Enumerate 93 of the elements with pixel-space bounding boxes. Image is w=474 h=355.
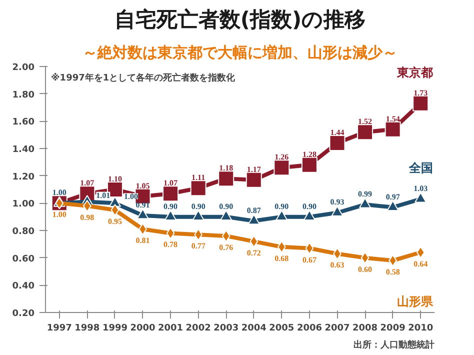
x-tick-label: 2001 <box>158 324 184 334</box>
data-label: 1.26 <box>274 152 289 162</box>
y-tick-label: 1.60 <box>12 118 35 128</box>
point <box>55 197 64 210</box>
chart-title: 自宅死亡者数(指数)の推移 <box>114 8 366 32</box>
x-tick-label: 2008 <box>352 324 378 334</box>
data-label: 1.10 <box>108 174 122 184</box>
data-label: 1.05 <box>136 181 150 190</box>
data-label: 1.01 <box>96 190 110 200</box>
data-label: 1.00 <box>52 188 66 198</box>
data-label: 0.63 <box>330 260 344 270</box>
data-label: 0.78 <box>164 240 178 250</box>
data-label: 1.17 <box>246 164 261 174</box>
data-label: 0.77 <box>191 242 206 251</box>
data-label: 0.90 <box>191 202 206 211</box>
point <box>329 135 346 152</box>
series-label: 全国 <box>408 161 434 176</box>
point <box>190 180 206 196</box>
x-tick-label: 1999 <box>102 324 128 334</box>
data-label: 0.90 <box>274 202 289 211</box>
x-tick-label: 2009 <box>380 324 406 334</box>
point <box>136 208 149 220</box>
x-tick-label: 1998 <box>74 324 100 334</box>
point <box>305 242 314 254</box>
data-label: 0.95 <box>108 217 122 226</box>
data-label: 1.07 <box>164 178 178 188</box>
point <box>250 235 258 248</box>
y-tick-label: 0.20 <box>12 309 35 319</box>
data-label: 1.52 <box>358 117 372 126</box>
point <box>357 124 374 140</box>
x-tick-label: 2007 <box>324 324 350 334</box>
point <box>384 121 401 138</box>
data-label: 0.64 <box>414 259 428 268</box>
chart-subtitle: ～絶対数は東京都で大幅に増加、山形は減少～ <box>82 44 398 62</box>
x-tick-label: 2010 <box>408 324 434 334</box>
point <box>331 206 344 216</box>
y-tick-label: 0.60 <box>12 254 35 264</box>
point <box>248 214 260 225</box>
data-label: 1.11 <box>192 173 206 182</box>
data-label: 0.90 <box>164 202 178 211</box>
y-tick-label: 1.40 <box>12 145 35 155</box>
point <box>274 160 290 176</box>
data-label: 0.81 <box>136 236 150 246</box>
data-label: 0.58 <box>386 268 400 277</box>
data-label: 1.00 <box>124 192 138 202</box>
data-label: 0.67 <box>302 255 316 264</box>
text: 出所：人口動態統計 <box>354 340 434 350</box>
point <box>166 227 175 240</box>
x-tick-label: 2005 <box>269 324 294 334</box>
data-label: 0.72 <box>246 248 261 258</box>
x-tick-label: 2004 <box>241 324 266 334</box>
y-tick-label: 0.40 <box>12 282 35 292</box>
data-label: 0.87 <box>246 206 261 215</box>
data-label: 1.00 <box>52 210 66 220</box>
text: 山形県 <box>397 294 434 308</box>
y-tick-label: 1.20 <box>12 172 35 182</box>
data-label: 0.93 <box>330 198 344 207</box>
point <box>218 170 234 187</box>
data-label: 0.76 <box>219 242 234 252</box>
data-label: 1.44 <box>330 128 344 138</box>
point <box>416 246 425 258</box>
data-label: 1.54 <box>386 114 400 124</box>
y-tick-label: 1.00 <box>12 200 35 210</box>
data-label: 1.28 <box>302 150 316 159</box>
point <box>246 172 262 188</box>
x-tick-label: 2000 <box>130 324 156 334</box>
point <box>412 95 429 112</box>
point <box>301 156 318 173</box>
data-label: 1.18 <box>219 164 234 173</box>
annotation: ※1997年を1として各年の死亡者数を指数化 <box>51 72 236 84</box>
x-tick-label: 2003 <box>214 324 239 334</box>
point <box>414 192 427 203</box>
x-tick-label: 2002 <box>186 324 211 334</box>
data-label: 0.68 <box>274 254 289 263</box>
point <box>110 204 120 216</box>
data-label: 1.07 <box>80 178 94 188</box>
point <box>108 196 121 207</box>
point <box>162 186 179 202</box>
data-label: 0.90 <box>219 202 234 211</box>
y-tick-label: 1.80 <box>12 90 35 100</box>
point <box>359 198 372 208</box>
y-tick-label: 2.00 <box>12 63 35 73</box>
data-label: 0.97 <box>386 192 400 202</box>
data-label: 1.73 <box>414 88 428 98</box>
x-tick-label: 1997 <box>46 324 72 334</box>
data-label: 0.90 <box>302 202 316 211</box>
data-label: 0.98 <box>80 212 94 222</box>
point <box>222 230 230 242</box>
data-label: 1.03 <box>414 184 428 194</box>
y-tick-label: 0.80 <box>12 227 35 237</box>
x-tick-label: 2006 <box>296 324 322 334</box>
data-label: 0.60 <box>358 264 372 274</box>
data-label: 0.99 <box>358 190 372 199</box>
